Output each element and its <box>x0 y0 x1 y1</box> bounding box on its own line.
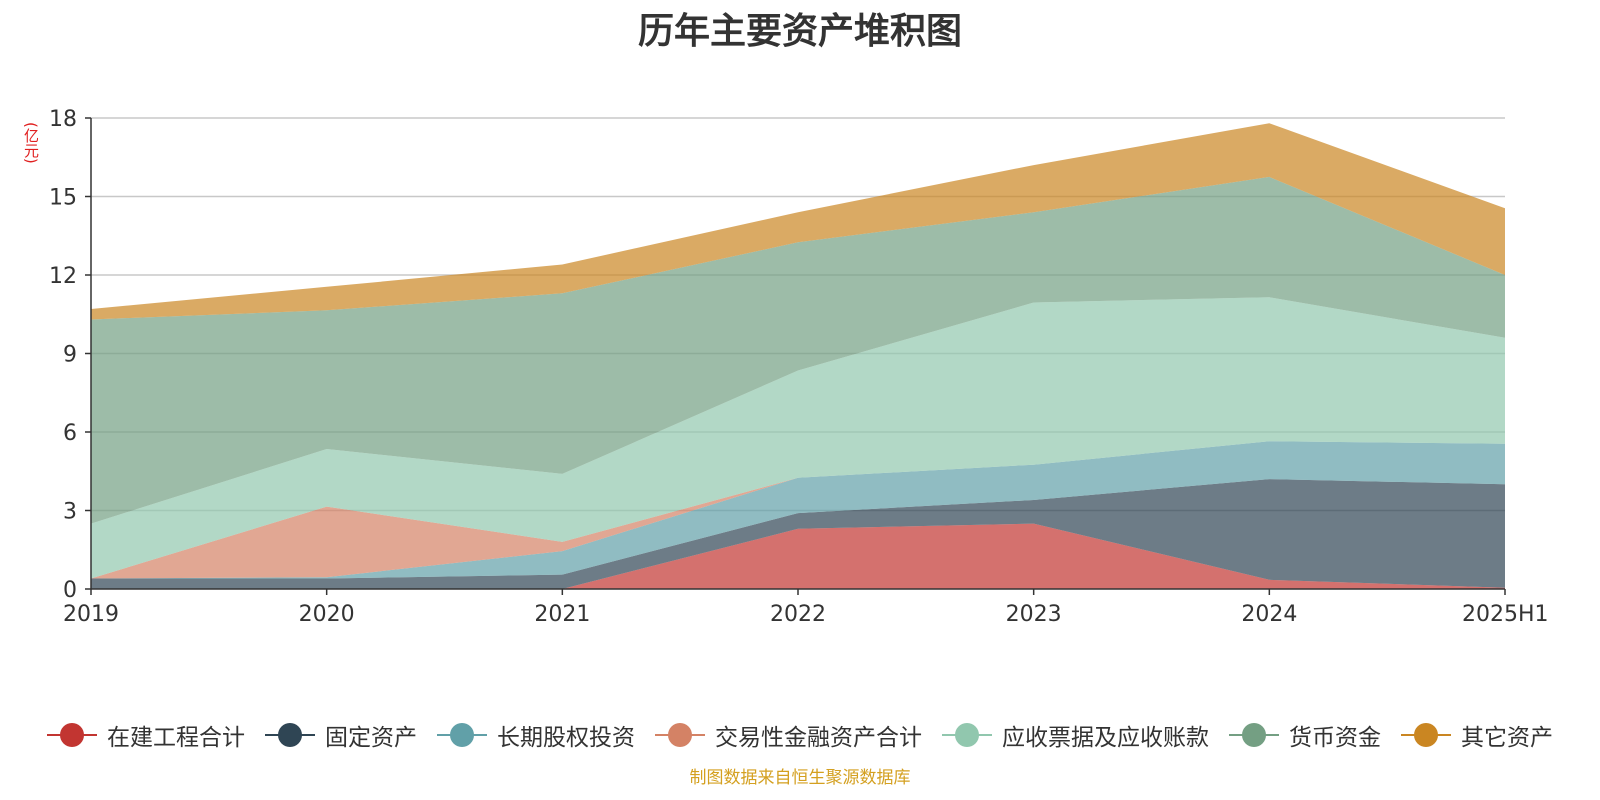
y-tick-label: 15 <box>49 186 77 211</box>
legend-label: 其它资产 <box>1461 725 1553 751</box>
x-tick-label: 2021 <box>534 602 590 627</box>
area-series-交易性金融资产合计 <box>91 441 1505 579</box>
y-tick-label: 3 <box>63 500 77 525</box>
legend-item[interactable]: 固定资产 <box>265 718 417 752</box>
y-tick-label: 18 <box>49 107 77 132</box>
legend-label: 长期股权投资 <box>497 725 635 751</box>
x-tick-label: 2022 <box>770 602 826 627</box>
legend-marker-icon <box>437 722 487 748</box>
y-tick-label: 12 <box>49 264 77 289</box>
y-tick-label: 6 <box>63 421 77 446</box>
legend-label: 应收票据及应收账款 <box>1002 725 1209 751</box>
legend-item[interactable]: 其它资产 <box>1401 718 1553 752</box>
legend-marker-icon <box>942 722 992 748</box>
legend-marker-icon <box>655 722 705 748</box>
area-series-固定资产 <box>91 479 1505 589</box>
area-series-在建工程合计 <box>91 523 1505 589</box>
legend-label: 在建工程合计 <box>107 725 245 751</box>
legend-item[interactable]: 应收票据及应收账款 <box>942 718 1209 752</box>
legend-item[interactable]: 在建工程合计 <box>47 718 245 752</box>
y-axis-unit-label: (亿元) <box>22 122 40 164</box>
x-tick-label: 2020 <box>299 602 355 627</box>
data-source-note: 制图数据来自恒生聚源数据库 <box>689 768 911 788</box>
legend: 在建工程合计 固定资产 长期股权投资 交易性金融资产合计 应收票据及应收账款 货币资金 其它… <box>0 718 1600 752</box>
y-tick-label: 0 <box>63 578 77 603</box>
x-tick-label: 2019 <box>63 602 119 627</box>
legend-marker-icon <box>1401 722 1451 748</box>
stacked-area-chart: 0 3 6 9 12 15 18 2019 2020 2021 2022 2023 2024 2025H1 <box>49 107 1549 627</box>
legend-item[interactable]: 货币资金 <box>1229 718 1381 752</box>
x-tick-label: 2025H1 <box>1462 602 1549 627</box>
legend-label: 货币资金 <box>1289 725 1381 751</box>
legend-marker-icon <box>47 722 97 748</box>
x-tick-label: 2024 <box>1241 602 1297 627</box>
axes: 0 3 6 9 12 15 18 2019 2020 2021 2022 2023 2024 2025H1 <box>49 107 1549 627</box>
legend-marker-icon <box>265 722 315 748</box>
legend-label: 交易性金融资产合计 <box>715 725 922 751</box>
legend-label: 固定资产 <box>325 725 417 751</box>
legend-item[interactable]: 交易性金融资产合计 <box>655 718 922 752</box>
x-tick-label: 2023 <box>1006 602 1062 627</box>
chart-title: 历年主要资产堆积图 <box>637 11 962 52</box>
legend-item[interactable]: 长期股权投资 <box>437 718 635 752</box>
legend-marker-icon <box>1229 722 1279 748</box>
area-series-应收票据及应收账款 <box>91 297 1505 579</box>
area-series-货币资金 <box>91 176 1505 524</box>
area-series <box>91 123 1505 589</box>
y-tick-label: 9 <box>63 343 77 368</box>
area-series-其它资产 <box>91 123 1505 320</box>
area-series-长期股权投资 <box>91 441 1505 579</box>
